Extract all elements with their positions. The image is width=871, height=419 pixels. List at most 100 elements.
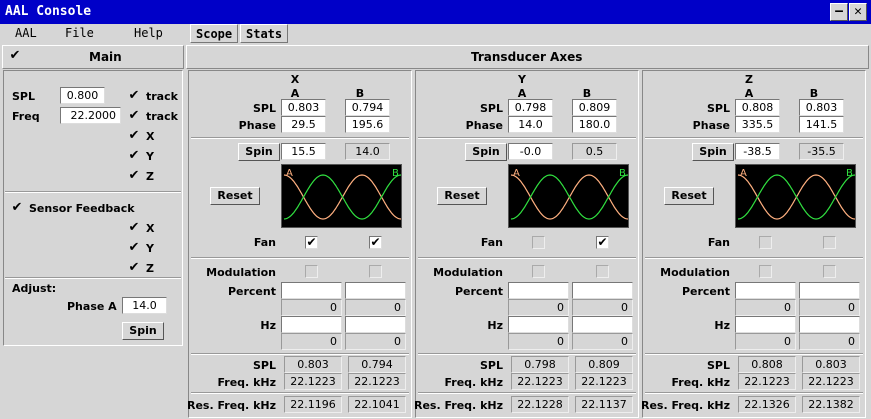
axis-z-hz-label: Hz xyxy=(714,319,730,332)
axis-z-fan-b-checkbox[interactable] xyxy=(823,236,836,249)
axis-x-fan-a-checkbox[interactable]: ✔ xyxy=(305,235,318,249)
axis-z-hz-b-input[interactable] xyxy=(799,316,860,333)
axis-y-fan-b-checkbox[interactable]: ✔ xyxy=(596,235,609,249)
axis-x-col-a: A xyxy=(290,87,300,100)
axis-z-out-spl-a: 0.808 xyxy=(738,356,796,373)
main-separator-1 xyxy=(5,191,181,193)
main-checkbox[interactable]: ✔ xyxy=(9,48,21,63)
axis-x-hz-b-input[interactable] xyxy=(345,316,406,333)
tab-stats[interactable]: Stats xyxy=(240,24,289,43)
axis-x-mod-a-checkbox[interactable] xyxy=(305,265,318,278)
axis-y-hz-b-value: 0 xyxy=(572,333,633,350)
close-button[interactable]: ✕ xyxy=(849,3,867,21)
axis-y-reset-button[interactable]: Reset xyxy=(437,187,487,205)
axis-x-res-freq-a: 22.1196 xyxy=(284,396,342,413)
axis-y-percent-a-input[interactable] xyxy=(508,282,569,299)
axis-z-phase-b-input[interactable]: 141.5 xyxy=(799,116,844,133)
spl-track-checkbox[interactable]: ✔ xyxy=(128,88,140,103)
axis-z-spl-b-input[interactable]: 0.803 xyxy=(799,99,844,116)
spl-label: SPL xyxy=(12,90,35,103)
sensor-feedback-checkbox[interactable]: ✔ xyxy=(11,200,23,215)
axis-y-mod-b-checkbox[interactable] xyxy=(596,265,609,278)
axis-z-hz-a-input[interactable] xyxy=(735,316,796,333)
sensor-y-checkbox[interactable]: ✔ xyxy=(128,240,140,255)
sensor-z-label: Z xyxy=(146,262,154,275)
axis-x-hz-a-input[interactable] xyxy=(281,316,342,333)
axis-x-separator-1 xyxy=(191,137,409,139)
menu-file[interactable]: File xyxy=(65,26,94,40)
axis-y-separator-3 xyxy=(418,353,636,355)
axis-z-scope-wave-b xyxy=(737,174,855,220)
spl-input[interactable]: 0.800 xyxy=(60,87,105,104)
axis-z-separator-4 xyxy=(645,392,863,394)
axis-x-phase-b-input[interactable]: 195.6 xyxy=(345,116,390,133)
axis-z-reset-button[interactable]: Reset xyxy=(664,187,714,205)
axis-z-separator-2 xyxy=(645,257,863,259)
axis-y-hz-a-input[interactable] xyxy=(508,316,569,333)
axis-z-freq-khz-label: Freq. kHz xyxy=(671,376,730,389)
axis-y-mod-a-checkbox[interactable] xyxy=(532,265,545,278)
axis-y-spin-button[interactable]: Spin xyxy=(465,143,507,161)
minimize-button[interactable]: — xyxy=(830,3,848,21)
axis-y-fan-a-checkbox[interactable] xyxy=(532,236,545,249)
axis-z-res-freq-a: 22.1326 xyxy=(738,396,796,413)
sensor-x-checkbox[interactable]: ✔ xyxy=(128,220,140,235)
track-y-checkbox[interactable]: ✔ xyxy=(128,148,140,163)
axis-y-percent-b-input[interactable] xyxy=(572,282,633,299)
freq-track-checkbox[interactable]: ✔ xyxy=(128,108,140,123)
axis-y-out-spl-label: SPL xyxy=(480,359,503,372)
axis-x-spl-b-input[interactable]: 0.794 xyxy=(345,99,390,116)
axis-x-spin-button[interactable]: Spin xyxy=(238,143,280,161)
axis-panel-z xyxy=(642,70,866,418)
axis-z-separator-3 xyxy=(645,353,863,355)
axis-z-spin-a-input[interactable]: -38.5 xyxy=(735,143,780,160)
axis-x-mod-b-checkbox[interactable] xyxy=(369,265,382,278)
axis-x-spin-a-input[interactable]: 15.5 xyxy=(281,143,326,160)
main-spin-button[interactable]: Spin xyxy=(122,322,164,340)
axis-x-phase-label: Phase xyxy=(238,119,276,132)
track-z-checkbox[interactable]: ✔ xyxy=(128,168,140,183)
axis-y-out-spl-b: 0.809 xyxy=(575,356,633,373)
phase-a-input[interactable]: 14.0 xyxy=(122,297,167,314)
axis-y-spl-a-input[interactable]: 0.798 xyxy=(508,99,553,116)
axis-z-percent-b-input[interactable] xyxy=(799,282,860,299)
axis-z-percent-a-input[interactable] xyxy=(735,282,796,299)
axis-y-hz-label: Hz xyxy=(487,319,503,332)
axis-x-freq-a: 22.1223 xyxy=(284,373,342,390)
axis-y-scope-label-b: B xyxy=(619,168,626,179)
axis-y-spl-b-input[interactable]: 0.809 xyxy=(572,99,617,116)
tab-scope[interactable]: Scope xyxy=(190,24,239,43)
axis-z-spl-a-input[interactable]: 0.808 xyxy=(735,99,780,116)
main-title: Main xyxy=(89,50,122,64)
axis-y-spin-a-input[interactable]: -0.0 xyxy=(508,143,553,160)
axis-y-percent-label: Percent xyxy=(454,285,503,298)
axis-z-phase-a-input[interactable]: 335.5 xyxy=(735,116,780,133)
sensor-z-checkbox[interactable]: ✔ xyxy=(128,260,140,275)
axis-x-scope-wave-b xyxy=(283,174,401,220)
track-x-checkbox[interactable]: ✔ xyxy=(128,128,140,143)
freq-input[interactable]: 22.2000 xyxy=(60,107,121,124)
axis-x-fan-b-checkbox[interactable]: ✔ xyxy=(369,235,382,249)
axis-x-percent-b-input[interactable] xyxy=(345,282,406,299)
axis-z-fan-a-checkbox[interactable] xyxy=(759,236,772,249)
menu-aal[interactable]: AAL xyxy=(15,26,37,40)
axis-x-percent-a-input[interactable] xyxy=(281,282,342,299)
axis-y-phase-a-input[interactable]: 14.0 xyxy=(508,116,553,133)
axis-x-hz-label: Hz xyxy=(260,319,276,332)
axis-x-phase-a-input[interactable]: 29.5 xyxy=(281,116,326,133)
axis-y-hz-b-input[interactable] xyxy=(572,316,633,333)
axis-z-mod-b-checkbox[interactable] xyxy=(823,265,836,278)
axis-y-phase-b-input[interactable]: 180.0 xyxy=(572,116,617,133)
axis-x-spl-a-input[interactable]: 0.803 xyxy=(281,99,326,116)
axis-z-mod-a-checkbox[interactable] xyxy=(759,265,772,278)
axis-x-reset-button[interactable]: Reset xyxy=(210,187,260,205)
axis-x-title: X xyxy=(290,73,300,86)
main-separator-2 xyxy=(5,277,181,279)
axis-y-spin-b-value: 0.5 xyxy=(572,143,617,160)
menu-help[interactable]: Help xyxy=(134,26,163,40)
minimize-icon: — xyxy=(835,4,843,19)
axis-x-separator-2 xyxy=(191,257,409,259)
axis-y-freq-b: 22.1223 xyxy=(575,373,633,390)
axis-z-spin-button[interactable]: Spin xyxy=(692,143,734,161)
